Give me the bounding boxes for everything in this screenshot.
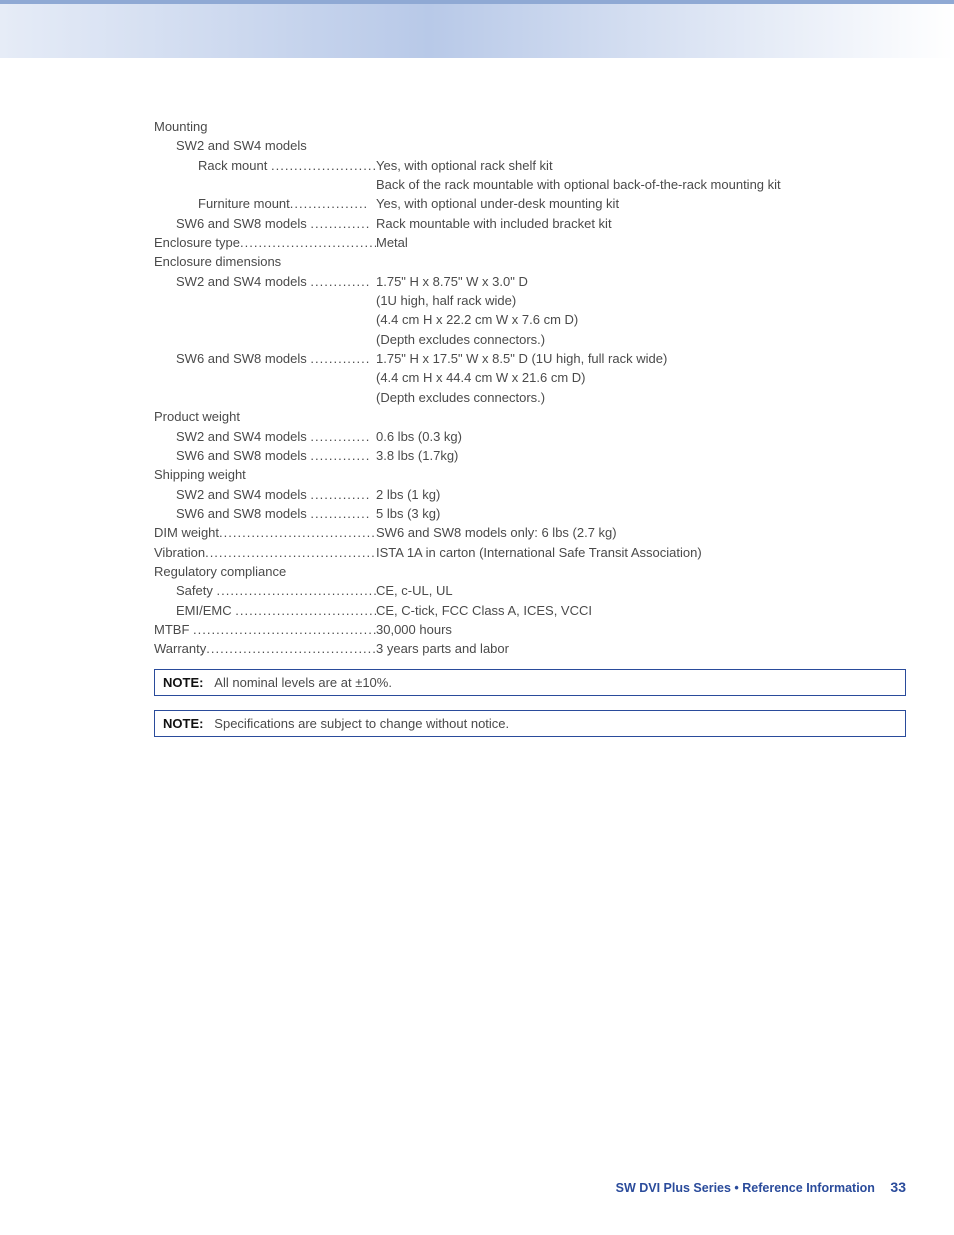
footer-page-number: 33 bbox=[890, 1179, 906, 1195]
ed-sw24-value: 1.75" H x 8.75" W x 3.0" D bbox=[376, 273, 906, 292]
pw-sw68-value: 3.8 lbs (1.7kg) bbox=[376, 447, 906, 466]
rack-mount-label: Rack mount ........................ bbox=[154, 157, 376, 176]
ed-sw24-value-3: (4.4 cm H x 22.2 cm W x 7.6 cm D) bbox=[376, 311, 906, 330]
mtbf-value: 30,000 hours bbox=[376, 621, 906, 640]
furniture-mount-label: Furniture mount................. bbox=[154, 195, 376, 214]
pw-sw24-label: SW2 and SW4 models ............. bbox=[154, 428, 376, 447]
mtbf-label: MTBF ...................................… bbox=[154, 621, 376, 640]
ed-sw68-value: 1.75" H x 17.5" W x 8.5" D (1U high, ful… bbox=[376, 350, 906, 369]
ed-sw24-value-4: (Depth excludes connectors.) bbox=[376, 331, 906, 350]
note-2-text: Specifications are subject to change wit… bbox=[214, 716, 509, 731]
rack-mount-value-2: Back of the rack mountable with optional… bbox=[376, 176, 906, 195]
ed-sw68-label: SW6 and SW8 models ............. bbox=[154, 350, 376, 369]
vibration-value: ISTA 1A in carton (International Safe Tr… bbox=[376, 544, 906, 563]
rack-mount-value: Yes, with optional rack shelf kit bbox=[376, 157, 906, 176]
shipping-weight-header: Shipping weight bbox=[154, 466, 376, 485]
safety-value: CE, c-UL, UL bbox=[376, 582, 906, 601]
product-weight-header: Product weight bbox=[154, 408, 376, 427]
ed-sw24-value-2: (1U high, half rack wide) bbox=[376, 292, 906, 311]
note-lead-2: NOTE: bbox=[163, 716, 203, 731]
ed-sw68-value-3: (Depth excludes connectors.) bbox=[376, 389, 906, 408]
header-gradient-band bbox=[0, 0, 954, 58]
regulatory-header: Regulatory compliance bbox=[154, 563, 376, 582]
emi-value: CE, C-tick, FCC Class A, ICES, VCCI bbox=[376, 602, 906, 621]
sw68-mount-label: SW6 and SW8 models ............. bbox=[154, 215, 376, 234]
enclosure-type-label: Enclosure type..........................… bbox=[154, 234, 376, 253]
sw-sw24-label: SW2 and SW4 models ............. bbox=[154, 486, 376, 505]
sw-sw24-value: 2 lbs (1 kg) bbox=[376, 486, 906, 505]
sw-sw68-label: SW6 and SW8 models ............. bbox=[154, 505, 376, 524]
vibration-label: Vibration...............................… bbox=[154, 544, 376, 563]
safety-label: Safety .................................… bbox=[154, 582, 376, 601]
pw-sw68-label: SW6 and SW8 models ............. bbox=[154, 447, 376, 466]
enclosure-type-value: Metal bbox=[376, 234, 906, 253]
sw-sw68-value: 5 lbs (3 kg) bbox=[376, 505, 906, 524]
warranty-label: Warranty................................… bbox=[154, 640, 376, 659]
note-1-text: All nominal levels are at ±10%. bbox=[214, 675, 392, 690]
emi-label: EMI/EMC ................................… bbox=[154, 602, 376, 621]
note-lead: NOTE: bbox=[163, 675, 203, 690]
footer-title: SW DVI Plus Series • Reference Informati… bbox=[616, 1181, 875, 1195]
pw-sw24-value: 0.6 lbs (0.3 kg) bbox=[376, 428, 906, 447]
ed-sw68-value-2: (4.4 cm H x 44.4 cm W x 21.6 cm D) bbox=[376, 369, 906, 388]
ed-sw24-label: SW2 and SW4 models ............. bbox=[154, 273, 376, 292]
note-box-2: NOTE: Specifications are subject to chan… bbox=[154, 710, 906, 737]
mounting-header: Mounting bbox=[154, 118, 376, 137]
sw24-subheader: SW2 and SW4 models bbox=[154, 137, 376, 156]
enclosure-dim-header: Enclosure dimensions bbox=[154, 253, 376, 272]
note-box-1: NOTE: All nominal levels are at ±10%. bbox=[154, 669, 906, 696]
furniture-mount-value: Yes, with optional under-desk mounting k… bbox=[376, 195, 906, 214]
warranty-value: 3 years parts and labor bbox=[376, 640, 906, 659]
dim-weight-label: DIM weight..............................… bbox=[154, 524, 376, 543]
spec-content: Mounting SW2 and SW4 models Rack mount .… bbox=[0, 58, 954, 737]
page-footer: SW DVI Plus Series • Reference Informati… bbox=[616, 1179, 906, 1195]
sw68-mount-value: Rack mountable with included bracket kit bbox=[376, 215, 906, 234]
dim-weight-value: SW6 and SW8 models only: 6 lbs (2.7 kg) bbox=[376, 524, 906, 543]
